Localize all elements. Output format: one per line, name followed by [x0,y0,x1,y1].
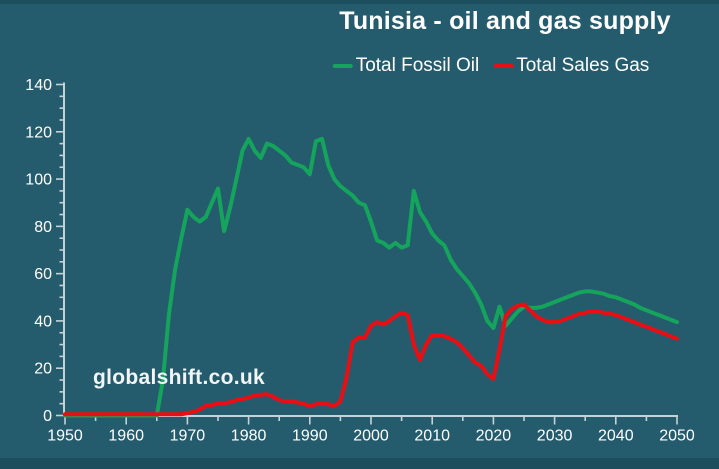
legend-label-total-fossil-oil: Total Fossil Oil [355,55,480,76]
x-axis-tick-label: 2020 [476,428,512,445]
bottom-border-band [0,458,719,469]
x-axis-tick-label: 2000 [353,428,389,445]
series-line-total-fossil-oil [63,136,679,418]
x-axis-tick-label: 2010 [414,428,450,445]
y-axis-tick-label: 120 [25,124,52,141]
top-border-band [0,0,719,4]
x-axis-tick-label: 2050 [659,428,695,445]
legend-line-swatch-red [493,64,514,68]
x-axis-tick-label: 1960 [108,428,144,445]
y-axis-tick-label: 40 [34,313,52,330]
y-axis-tick-label: 0 [43,408,52,425]
watermark: globalshift.co.uk [93,366,265,389]
legend-item-total-fossil-oil: Total Fossil Oil [332,55,480,77]
x-axis-tick-label: 1990 [292,428,328,445]
y-axis-tick-label: 20 [34,361,52,378]
y-axis-tick-label: 100 [25,172,52,189]
y-axis-tick-label: 80 [34,219,52,236]
chart-title: Tunisia - oil and gas supply [339,7,671,35]
x-axis-tick-label: 2040 [598,428,634,445]
x-axis-tick-label: 1970 [170,428,206,445]
x-axis-tick-label: 1980 [231,428,267,445]
x-axis-tick-label: 1950 [47,428,83,445]
series-line-total-sales-gas [63,302,679,417]
x-axis-tick-label: 2030 [537,428,573,445]
legend-line-swatch-green [332,64,353,68]
legend-label-total-sales-gas: Total Sales Gas [516,55,650,76]
legend-item-total-sales-gas: Total Sales Gas [493,55,649,77]
y-axis-tick-label: 60 [34,266,52,283]
chart-legend: Total Fossil Oil Total Sales Gas [332,55,649,77]
y-axis-tick-label: 140 [25,77,52,94]
